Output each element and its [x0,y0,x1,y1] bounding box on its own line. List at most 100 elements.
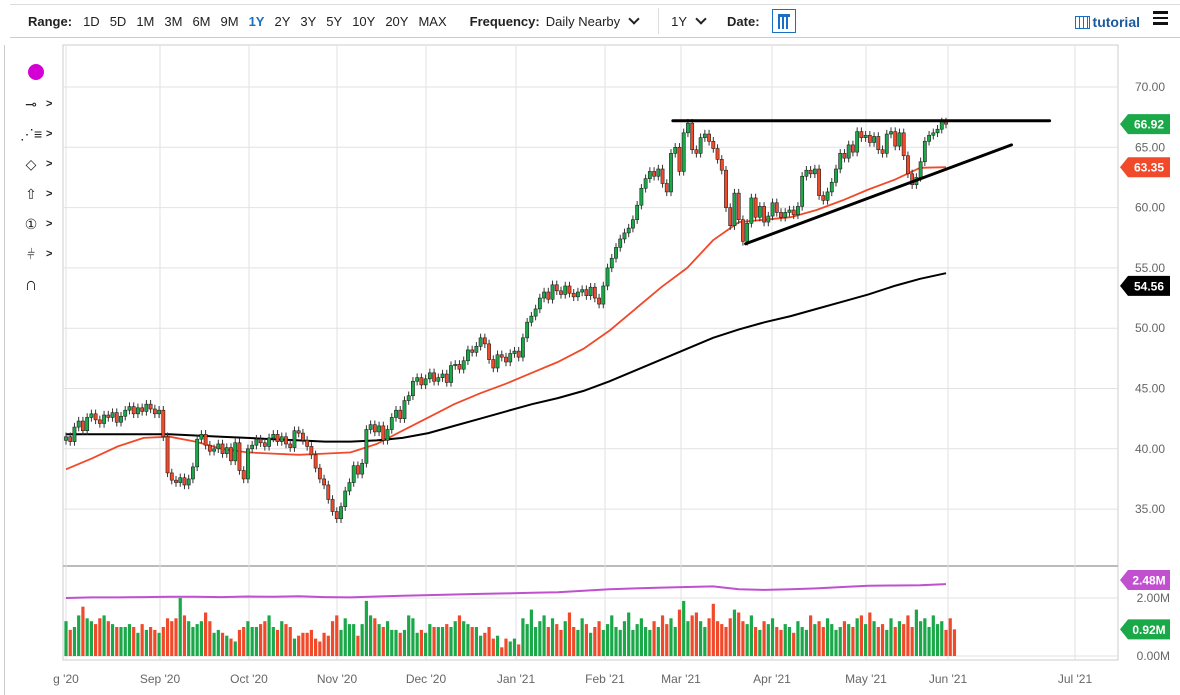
range-buttons: 1D 5D 1M 3M 6M 9M 1Y 2Y 3Y 5Y 10Y 20Y MAX [78,14,452,29]
volume-bar [555,624,559,656]
x-tick-label: Nov '20 [317,672,358,686]
tool-measure[interactable]: ⫩ > [20,244,60,264]
tool-magnet[interactable]: ∩ [20,274,60,294]
candle [385,429,390,441]
volume-bar [208,621,212,656]
range-1d[interactable]: 1D [83,13,100,29]
candle [660,168,665,184]
volume-bar [229,638,233,656]
volume-bar [98,618,102,656]
volume-bar [314,638,318,656]
volume-bar [584,624,588,656]
volume-bar [893,627,897,656]
candle [72,426,77,442]
volume-bar [534,627,538,656]
volume-bar [817,621,821,656]
volume-bar [737,612,741,656]
volume-bar [796,621,800,656]
candle [296,430,301,434]
range-3y[interactable]: 3Y [300,13,317,29]
range-5y[interactable]: 5Y [326,13,343,29]
range-5d[interactable]: 5D [109,13,127,29]
volume-tick-label: 0.00M [1137,649,1170,663]
candle [250,444,255,450]
tool-arrow[interactable]: ⇧ > [20,184,60,204]
candle [453,364,458,366]
volume-bar [284,624,288,656]
volume-bar [119,627,123,656]
volume-bar [271,627,275,656]
frequency-label: Frequency: [469,13,540,29]
volume-bar [546,627,550,656]
volume-bar [280,621,284,656]
tool-line-segment[interactable]: ⊸ > [20,94,60,114]
volume-bar [851,627,855,656]
x-tick-label: Feb '21 [585,672,625,686]
calendar-button[interactable] [771,9,796,33]
candle [643,178,648,189]
range-10y[interactable]: 10Y [352,13,376,29]
volume-bar [212,632,216,656]
candle [262,442,267,447]
volume-bar [77,615,81,656]
volume-bar [204,612,208,656]
range-max[interactable]: MAX [418,13,447,29]
ma200-line [66,272,947,443]
candle [423,378,428,386]
volume-bar [521,618,525,656]
candle [377,425,381,433]
volume-bar [804,629,808,656]
volume-bar [85,618,89,656]
range-20y[interactable]: 20Y [385,13,409,29]
volume-bar [288,627,292,656]
volume-bar [436,627,440,656]
range-3m[interactable]: 3M [164,13,183,29]
volume-bar [639,618,643,656]
candle [415,377,420,382]
candle [922,140,927,163]
volume-bar [699,621,703,656]
range-1m[interactable]: 1M [136,13,155,29]
period-dropdown[interactable]: 1Y [671,12,717,29]
last-value-tag [1120,275,1170,296]
frequency-dropdown[interactable]: Daily Nearby [546,12,650,29]
range-9m[interactable]: 9M [220,13,239,29]
volume-bar [758,629,762,656]
tutorial-link[interactable]: tutorial [1074,14,1140,30]
candle [284,436,288,445]
volume-bar [707,618,711,656]
volume-bar [335,615,339,656]
range-2y[interactable]: 2Y [274,13,291,29]
volume-bar [352,624,356,656]
tool-fibonacci[interactable]: ⋰≡ > [20,125,53,142]
candle [508,353,513,363]
range-6m[interactable]: 6M [192,13,211,29]
range-1y[interactable]: 1Y [248,13,265,29]
volume-bar [859,615,863,656]
tool-shapes[interactable]: ◇ > [20,154,60,174]
tool-annotation[interactable]: ① > [20,214,60,234]
candle [144,403,149,412]
candle [698,137,703,154]
candle [161,409,166,438]
volume-bar [110,624,115,656]
volume-bar [457,615,462,656]
date-label: Date: [727,13,760,29]
candle [309,446,314,456]
volume-bar [369,615,373,656]
volume-bar [390,629,394,656]
candle [258,438,263,444]
color-swatch[interactable] [28,64,44,80]
menu-button[interactable] [1153,11,1168,28]
volume-bar [948,618,952,656]
candle [271,434,276,439]
candle [702,133,707,138]
candle [356,465,360,475]
y-tick-label: 60.00 [1135,201,1165,215]
candle [673,147,678,154]
toolbar: Range: 1D 5D 1M 3M 6M 9M 1Y 2Y 3Y 5Y 10Y 20Y MAX Fre… [10,4,1180,38]
volume-bar [428,624,432,656]
candle [305,440,310,447]
candle [343,490,348,507]
